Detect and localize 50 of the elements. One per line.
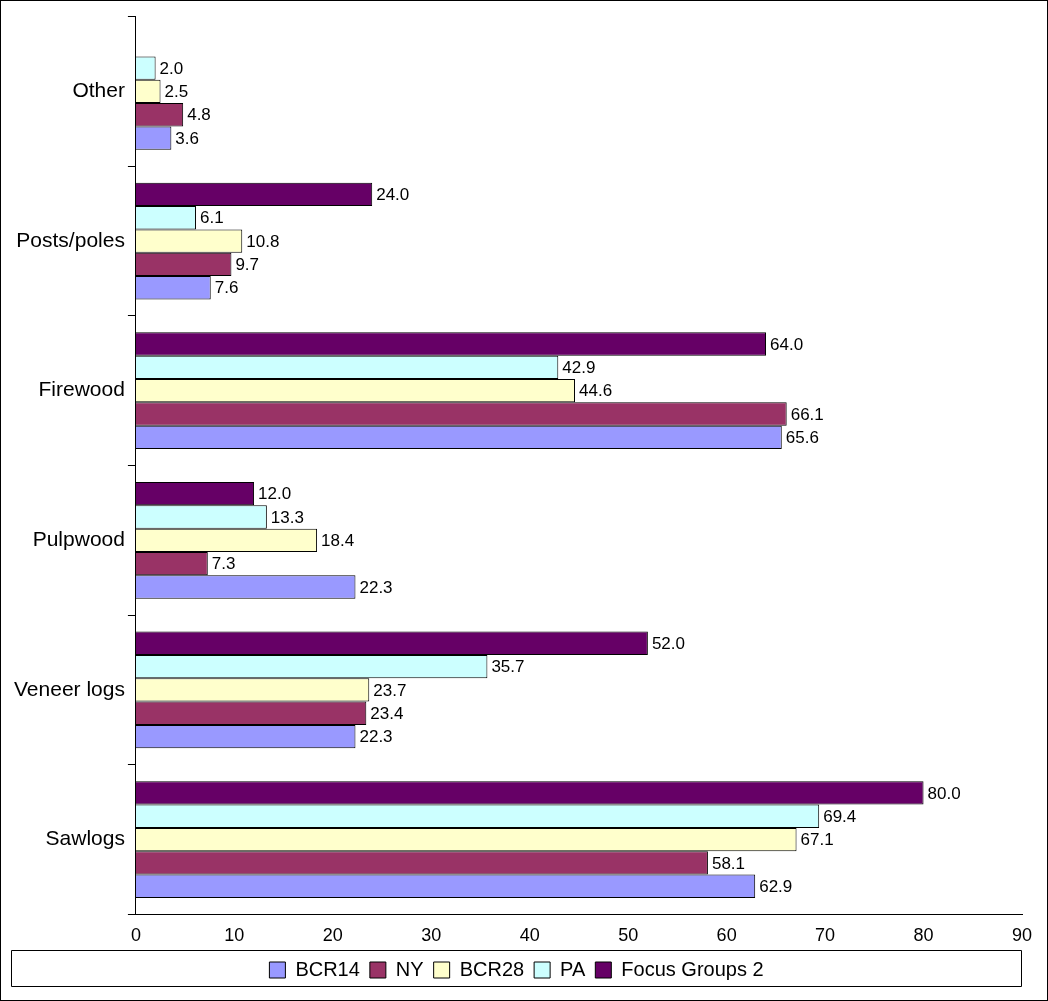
data-label: 7.3 [211,554,236,574]
data-label: 3.6 [175,128,199,148]
data-label: 23.4 [370,703,404,723]
data-label: 2.5 [164,82,189,102]
x-tick-label: 40 [519,925,540,946]
data-label: 22.3 [359,727,393,747]
data-label: 22.3 [359,577,393,597]
data-label: 12.0 [258,484,292,504]
x-tick-label: 60 [716,925,737,946]
data-label: 67.1 [800,830,834,850]
data-label: 62.9 [759,876,793,896]
data-label: 69.4 [823,806,857,826]
x-tick-label: 20 [322,925,343,946]
data-label: 35.7 [491,657,525,677]
legend-label: BCR14 [295,957,360,980]
data-label: 80.0 [927,783,961,803]
legend-label: Focus Groups 2 [621,957,764,980]
y-tick-label: Veneer logs [13,676,125,700]
data-label: 10.8 [246,231,280,251]
data-label: 9.7 [235,255,260,275]
y-tick-label: Sawlogs [45,826,125,850]
legend-label: NY [395,957,424,980]
x-tick-label: 70 [815,925,836,946]
data-label: 52.0 [651,633,685,653]
x-tick-label: 80 [913,925,934,946]
x-tick-label: 30 [421,925,442,946]
data-label: 58.1 [711,853,746,873]
y-tick-label: Pulpwood [32,527,125,551]
x-tick-label: 90 [1011,925,1033,946]
y-tick-label: Firewood [38,377,125,401]
x-tick-label: 10 [224,925,245,946]
data-label: 65.6 [785,428,819,448]
data-label: 24.0 [376,185,410,205]
data-label: 44.6 [579,381,613,401]
data-label: 4.8 [187,105,211,125]
legend-label: BCR28 [459,957,525,980]
data-label: 42.9 [562,358,596,378]
x-tick-label: 0 [130,925,141,946]
data-label: 2.0 [159,58,184,78]
y-tick-label: Posts/poles [16,227,125,251]
data-label: 7.6 [214,278,239,298]
data-label: 23.7 [373,680,407,700]
data-label: 13.3 [270,507,304,527]
data-label: 64.0 [770,334,804,354]
data-label: 66.1 [790,404,824,424]
data-label: 18.4 [321,531,355,550]
y-tick-label: Other [72,78,125,102]
x-tick-label: 50 [618,925,639,946]
data-label: 6.1 [199,208,224,228]
legend-label: PA [560,957,586,980]
